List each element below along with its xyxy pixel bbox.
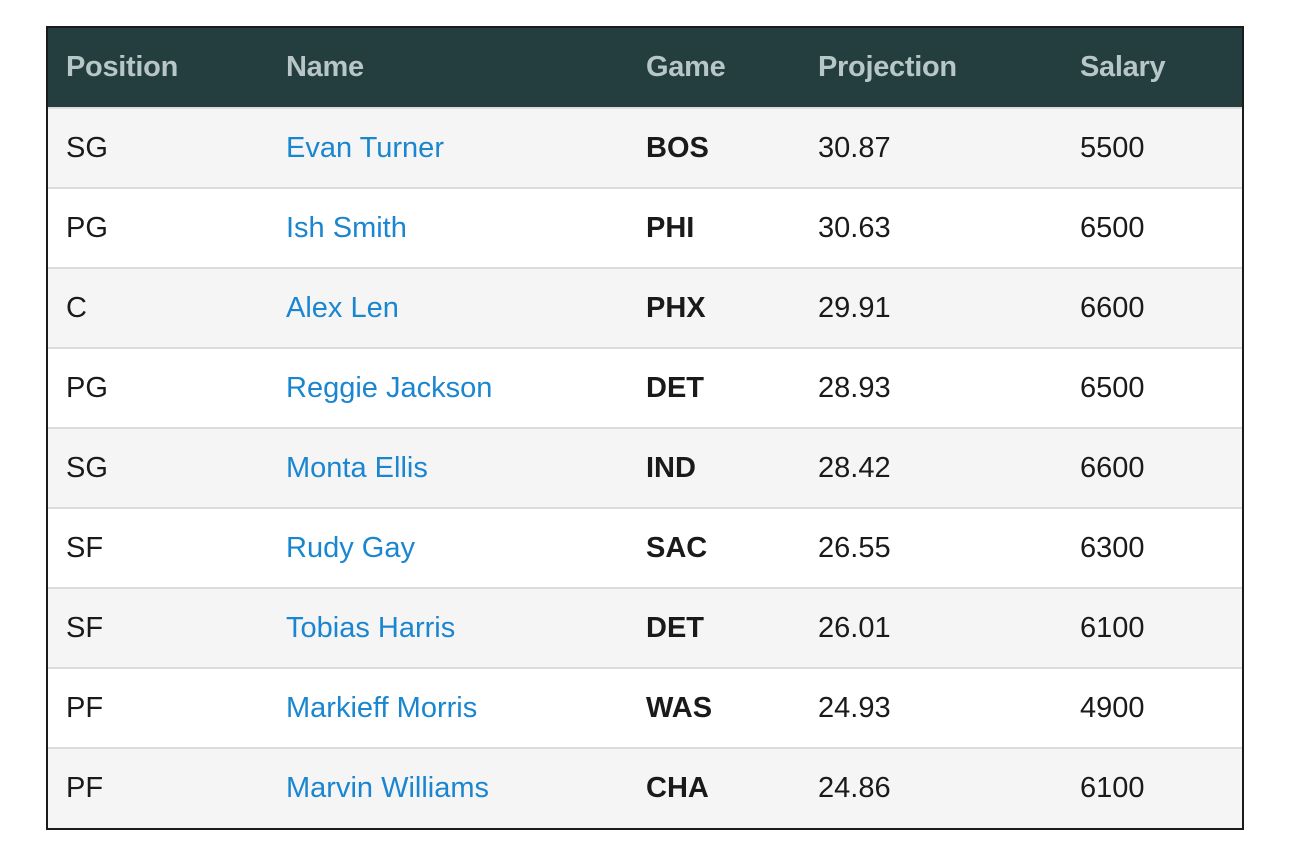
table-row: SG Monta Ellis IND 28.42 6600 (48, 428, 1242, 508)
cell-position: PF (66, 772, 104, 804)
header-row: Position Name Game Projection Salary (48, 28, 1242, 108)
table-row: PG Ish Smith PHI 30.63 6500 (48, 188, 1242, 268)
cell-game: PHX (646, 291, 706, 324)
cell-game: PHI (646, 211, 695, 244)
header-position[interactable]: Position (66, 51, 178, 83)
cell-salary: 5500 (1080, 131, 1145, 164)
cell-game: CHA (646, 772, 709, 804)
player-name-link[interactable]: Tobias Harris (286, 611, 456, 644)
cell-position: PG (66, 371, 108, 404)
cell-game: DET (646, 371, 704, 404)
player-name-link[interactable]: Marvin Williams (286, 772, 489, 804)
cell-position: SG (66, 131, 108, 164)
cell-projection: 26.01 (818, 611, 891, 644)
header-salary[interactable]: Salary (1080, 51, 1166, 83)
player-name-link[interactable]: Markieff Morris (286, 691, 478, 724)
cell-salary: 6600 (1080, 451, 1145, 484)
table-row: SF Rudy Gay SAC 26.55 6300 (48, 508, 1242, 588)
cell-projection: 29.91 (818, 291, 891, 324)
cell-position: PG (66, 211, 108, 244)
player-table: Position Name Game Projection Salary SG … (48, 28, 1242, 828)
cell-game: BOS (646, 131, 709, 164)
cell-game: SAC (646, 531, 708, 564)
cell-game: IND (646, 451, 696, 484)
cell-salary: 6100 (1080, 772, 1145, 804)
player-name-link[interactable]: Rudy Gay (286, 531, 415, 564)
cell-projection: 30.87 (818, 131, 891, 164)
table-row: SG Evan Turner BOS 30.87 5500 (48, 108, 1242, 188)
cell-projection: 28.93 (818, 371, 891, 404)
cell-position: SF (66, 531, 104, 564)
cell-projection: 30.63 (818, 211, 891, 244)
table-row: PG Reggie Jackson DET 28.93 6500 (48, 348, 1242, 428)
table-row: SF Tobias Harris DET 26.01 6100 (48, 588, 1242, 668)
cell-position: SG (66, 451, 108, 484)
cell-salary: 6600 (1080, 291, 1145, 324)
header-projection[interactable]: Projection (818, 51, 957, 83)
player-name-link[interactable]: Ish Smith (286, 211, 407, 244)
player-name-link[interactable]: Alex Len (286, 291, 399, 324)
table-row: PF Markieff Morris WAS 24.93 4900 (48, 668, 1242, 748)
cell-projection: 28.42 (818, 451, 891, 484)
projections-table: Position Name Game Projection Salary SG … (46, 26, 1244, 830)
cell-salary: 6300 (1080, 531, 1145, 564)
cell-projection: 26.55 (818, 531, 891, 564)
cell-position: SF (66, 611, 104, 644)
cell-game: DET (646, 611, 704, 644)
cell-game: WAS (646, 691, 713, 724)
cell-position: PF (66, 691, 104, 724)
player-name-link[interactable]: Reggie Jackson (286, 371, 493, 404)
cell-projection: 24.86 (818, 772, 891, 804)
cell-salary: 6100 (1080, 611, 1145, 644)
table-header: Position Name Game Projection Salary (48, 28, 1242, 108)
cell-position: C (66, 291, 87, 324)
table-body: SG Evan Turner BOS 30.87 5500 PG Ish Smi… (48, 108, 1242, 828)
cell-salary: 6500 (1080, 371, 1145, 404)
player-name-link[interactable]: Monta Ellis (286, 451, 428, 484)
table-row: PF Marvin Williams CHA 24.86 6100 (48, 748, 1242, 828)
cell-projection: 24.93 (818, 691, 891, 724)
header-game[interactable]: Game (646, 51, 726, 83)
cell-salary: 4900 (1080, 691, 1145, 724)
player-name-link[interactable]: Evan Turner (286, 131, 444, 164)
table-row: C Alex Len PHX 29.91 6600 (48, 268, 1242, 348)
cell-salary: 6500 (1080, 211, 1145, 244)
header-name[interactable]: Name (286, 51, 364, 83)
